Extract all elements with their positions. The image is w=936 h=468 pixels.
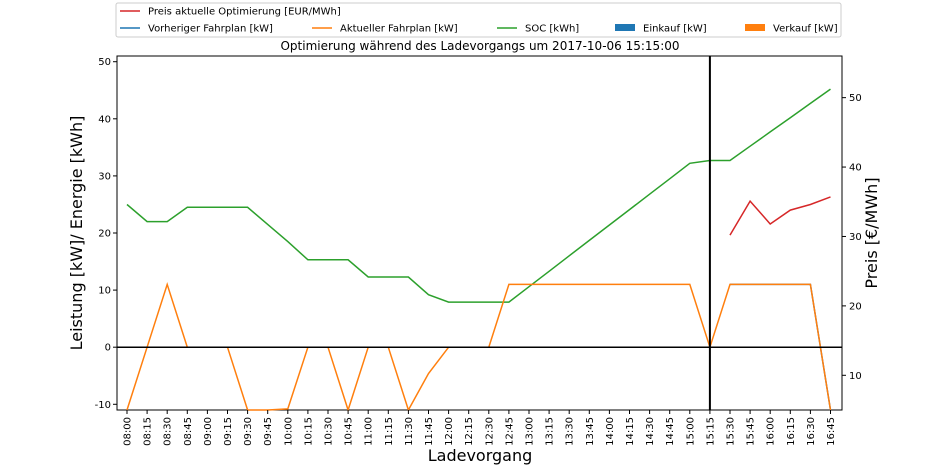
x-tick-label: 10:00 — [283, 417, 294, 446]
x-tick-label: 16:30 — [806, 417, 817, 446]
legend-item-einkauf-kw: Einkauf [kW] — [615, 24, 707, 35]
x-tick-label: 13:30 — [565, 417, 576, 446]
y2-tick-label: 10 — [849, 371, 862, 382]
x-tick-label: 11:15 — [384, 417, 395, 446]
y-tick-label: -10 — [95, 400, 111, 411]
x-tick-label: 15:15 — [705, 417, 716, 446]
x-tick-label: 10:15 — [303, 417, 314, 446]
legend-item-soc-kwh: SOC [kWh] — [497, 24, 579, 35]
legend-label: Aktueller Fahrplan [kW] — [340, 24, 458, 35]
legend-frame — [115, 2, 842, 38]
x-tick-label: 14:30 — [645, 417, 656, 446]
x-tick-label: 13:45 — [585, 417, 596, 446]
legend-label: Vorheriger Fahrplan [kW] — [148, 24, 273, 35]
x-tick-label: 11:45 — [424, 417, 435, 446]
x-tick-label: 08:30 — [163, 417, 174, 446]
x-tick-label: 12:30 — [484, 417, 495, 446]
y-axis-label: Leistung [kW]/ Energie [kWh] — [67, 116, 86, 351]
legend-label: SOC [kWh] — [525, 24, 579, 35]
y2-tick-label: 40 — [849, 163, 862, 174]
legend-item-aktueller-fahrplan-kw: Aktueller Fahrplan [kW] — [312, 24, 458, 35]
legend: Preis aktuelle Optimierung [EUR/MWh] Vorh… — [115, 2, 842, 38]
x-tick-label: 12:45 — [504, 417, 515, 446]
x-tick-label: 16:15 — [786, 417, 797, 446]
x-tick-label: 11:30 — [404, 417, 415, 446]
y2-tick-label: 50 — [849, 93, 862, 104]
x-tick-label: 10:45 — [344, 417, 355, 446]
x-tick-label: 16:45 — [826, 417, 837, 446]
legend-label: Preis aktuelle Optimierung [EUR/MWh] — [148, 7, 341, 18]
y-tick-label: 20 — [98, 229, 111, 240]
x-tick-label: 13:00 — [525, 417, 536, 446]
x-tick-label: 15:45 — [746, 417, 757, 446]
series-line-soc-kwh — [126, 88, 831, 303]
x-tick-label: 08:15 — [143, 417, 154, 446]
x-tick-label: 09:45 — [263, 417, 274, 446]
y-tick-label: 30 — [98, 171, 111, 182]
y-tick-label: 40 — [98, 114, 111, 125]
legend-item-vorheriger-fahrplan-kw: Vorheriger Fahrplan [kW] — [120, 24, 273, 35]
x-tick-label: 13:15 — [545, 417, 556, 446]
legend-swatch — [745, 24, 765, 31]
x-tick-label: 14:45 — [665, 417, 676, 446]
y-tick-label: 0 — [105, 343, 111, 354]
x-tick-label: 15:00 — [685, 417, 696, 446]
x-tick-label: 10:30 — [324, 417, 335, 446]
x-tick-label: 14:00 — [605, 417, 616, 446]
x-tick-label: 16:00 — [766, 417, 777, 446]
y-tick-label: 50 — [98, 57, 111, 68]
x-tick-label: 14:15 — [625, 417, 636, 446]
x-tick-label: 09:30 — [243, 417, 254, 446]
legend-label: Verkauf [kW] — [773, 24, 838, 35]
x-tick-label: 12:00 — [444, 417, 455, 446]
plot-area — [116, 55, 843, 411]
y-tick-label: 10 — [98, 286, 111, 297]
x-tick-label: 09:00 — [203, 417, 214, 446]
x-tick-label: 08:00 — [123, 417, 134, 446]
y2-tick-label: 20 — [849, 301, 862, 312]
x-tick-label: 09:15 — [223, 417, 234, 446]
x-tick-label: 08:45 — [183, 417, 194, 446]
chart-title: Optimierung während des Ladevorgangs um … — [280, 39, 679, 53]
series-line-preis-aktuelle-optimierung-eur-mwh — [729, 196, 831, 236]
x-axis-label: Ladevorgang — [428, 446, 533, 465]
legend-item-preis-aktuelle-optimierung-eur-mwh: Preis aktuelle Optimierung [EUR/MWh] — [120, 7, 341, 18]
y2-axis-label: Preis [€/MWh] — [862, 177, 881, 288]
legend-item-verkauf-kw: Verkauf [kW] — [745, 24, 838, 35]
y2-tick-label: 30 — [849, 232, 862, 243]
x-tick-label: 12:15 — [464, 417, 475, 446]
legend-swatch — [615, 24, 635, 31]
x-tick-label: 15:30 — [726, 417, 737, 446]
legend-label: Einkauf [kW] — [643, 24, 707, 35]
x-tick-label: 11:00 — [364, 417, 375, 446]
